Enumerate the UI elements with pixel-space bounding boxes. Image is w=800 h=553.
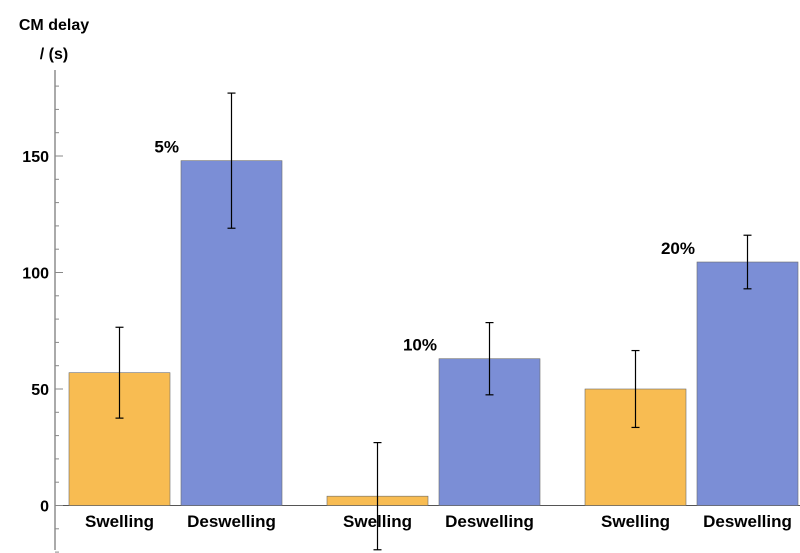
group-label: 5%	[154, 138, 179, 157]
bar-deswelling	[696, 261, 799, 506]
y-axis-label-line1: CM delay	[19, 17, 89, 34]
y-axis-label: CM delay / (s)	[19, 17, 89, 63]
y-tick-label: 50	[31, 382, 49, 399]
error-bars	[115, 92, 752, 551]
category-label: Deswelling	[445, 512, 534, 531]
bars	[68, 160, 799, 506]
category-label: Deswelling	[703, 512, 792, 531]
y-axis-label-line2: / (s)	[40, 46, 68, 63]
category-label: Swelling	[601, 512, 670, 531]
category-label: Deswelling	[187, 512, 276, 531]
group-label: 20%	[661, 239, 695, 258]
y-tick-label: 150	[22, 149, 49, 166]
y-tick-label: 100	[22, 266, 49, 283]
y-axis-ticks: 0 50 100 150	[22, 85, 63, 553]
category-labels: Swelling Deswelling Swelling Deswelling Swel…	[85, 512, 792, 531]
group-labels: 5% 10% 20%	[154, 138, 695, 355]
group-label: 10%	[403, 336, 437, 355]
y-tick-label: 0	[40, 499, 49, 516]
category-label: Swelling	[343, 512, 412, 531]
category-label: Swelling	[85, 512, 154, 531]
